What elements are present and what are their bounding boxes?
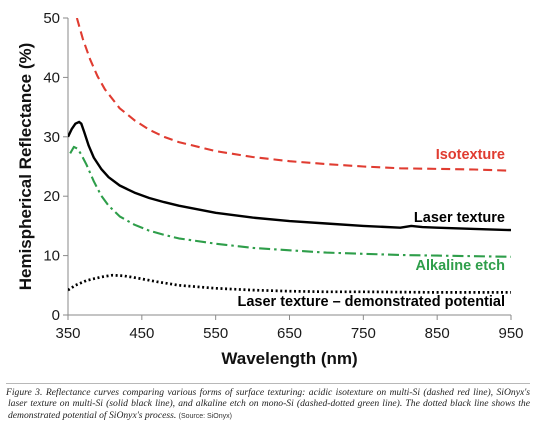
y-tick-label: 20 bbox=[43, 188, 60, 205]
y-tick-label: 30 bbox=[43, 129, 60, 146]
x-axis-title: Wavelength (nm) bbox=[221, 349, 357, 368]
isotexture-series-line bbox=[75, 18, 511, 172]
alkaline-etch-series-line bbox=[69, 145, 511, 258]
series-layer bbox=[68, 18, 511, 294]
demonstrated-potential-series-label: Laser texture – demonstrated potential bbox=[237, 294, 505, 310]
alkaline-etch-series-label: Alkaline etch bbox=[416, 258, 505, 274]
isotexture-series-label: Isotexture bbox=[436, 147, 505, 163]
x-tick-label: 750 bbox=[351, 325, 376, 342]
laser-texture-series-label: Laser texture bbox=[414, 210, 505, 226]
reflectance-chart: 0 10 20 30 40 50 350 450 550 650 750 850 950 Isotex… bbox=[16, 10, 524, 368]
y-axis-title: Hemispherical Reflectance (%) bbox=[16, 43, 35, 291]
x-axis-ticks: 350 450 550 650 750 850 950 bbox=[55, 315, 524, 342]
caption-text: Figure 3. Reflectance curves comparing v… bbox=[6, 387, 530, 421]
caption-source: (Source: SiOnyx) bbox=[178, 412, 232, 420]
figure-caption: Figure 3. Reflectance curves comparing v… bbox=[6, 383, 530, 431]
demonstrated-potential-series-line bbox=[68, 273, 511, 294]
y-axis-ticks: 0 10 20 30 40 50 bbox=[43, 10, 68, 324]
x-tick-label: 650 bbox=[277, 325, 302, 342]
laser-texture-series-line bbox=[68, 120, 511, 232]
y-tick-label: 10 bbox=[43, 248, 60, 265]
x-tick-label: 350 bbox=[55, 325, 80, 342]
x-tick-label: 850 bbox=[425, 325, 450, 342]
x-tick-label: 450 bbox=[129, 325, 154, 342]
x-tick-label: 550 bbox=[203, 325, 228, 342]
series-labels: Isotexture Laser texture Alkaline etch Lase… bbox=[237, 147, 505, 310]
y-tick-label: 50 bbox=[43, 10, 60, 27]
y-tick-label: 0 bbox=[52, 307, 60, 324]
x-tick-label: 950 bbox=[498, 325, 523, 342]
y-tick-label: 40 bbox=[43, 69, 60, 86]
